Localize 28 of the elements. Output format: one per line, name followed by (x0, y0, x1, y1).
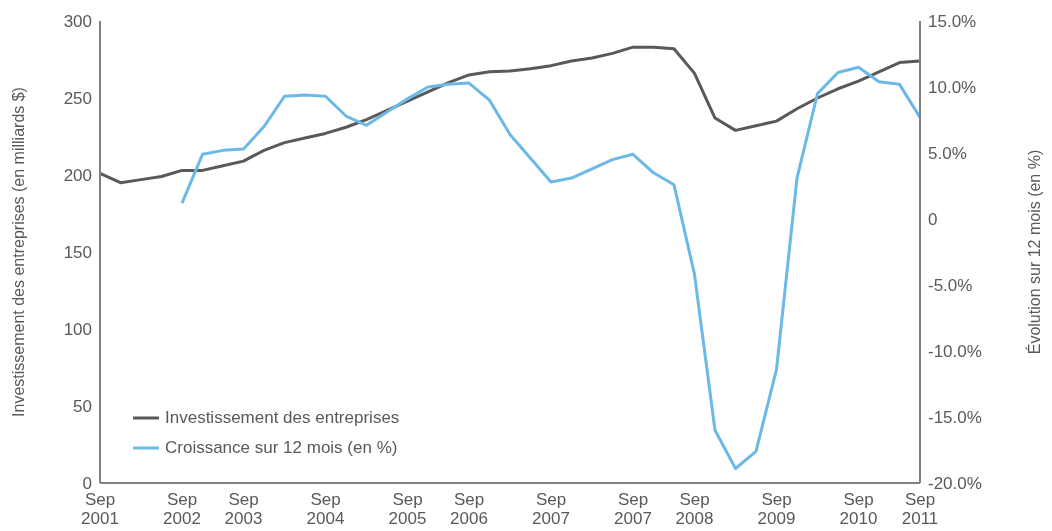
y2-tick-label: -10.0% (928, 342, 982, 362)
y-axis-title: Investissement des entreprises (en milliards $) (9, 87, 27, 417)
y-tick-label: 300 (63, 12, 92, 32)
legend-label: Investissement des entreprises (165, 408, 400, 428)
x-tick-label: Sep 2002 (163, 490, 201, 528)
line-series (98, 45, 922, 185)
legend-label: Croissance sur 12 mois (en %) (165, 438, 398, 458)
y2-tick-label: 15.0% (928, 12, 977, 32)
x-tick-label: Sep 2006 (450, 490, 488, 528)
y2-tick-label: 0 (928, 210, 938, 230)
y-tick-label: 100 (63, 320, 92, 340)
x-tick-label: Sep 2007 (614, 490, 652, 528)
x-tick-label: Sep 2009 (757, 490, 796, 528)
x-tick-label: Sep 2010 (839, 490, 878, 528)
y-tick-label: 250 (63, 89, 92, 109)
y2-tick-label: 5.0% (928, 144, 967, 164)
y2-tick-label: -15.0% (928, 408, 982, 428)
y-tick-label: 150 (63, 243, 92, 263)
y2-tick-label: 10.0% (928, 78, 977, 98)
y2-tick-label: -5.0% (928, 276, 973, 296)
y2-axis-title: Évolution sur 12 mois (en %) (1024, 149, 1043, 355)
y-tick-label: 50 (73, 397, 92, 417)
x-tick-label: Sep 2005 (388, 490, 427, 528)
x-tick-label: Sep 2007 (532, 490, 570, 528)
x-tick-label: Sep 2004 (306, 490, 345, 528)
x-tick-label: Sep 2008 (675, 490, 714, 528)
x-tick-label: Sep 2003 (224, 490, 263, 528)
y-tick-label: 200 (63, 166, 92, 186)
